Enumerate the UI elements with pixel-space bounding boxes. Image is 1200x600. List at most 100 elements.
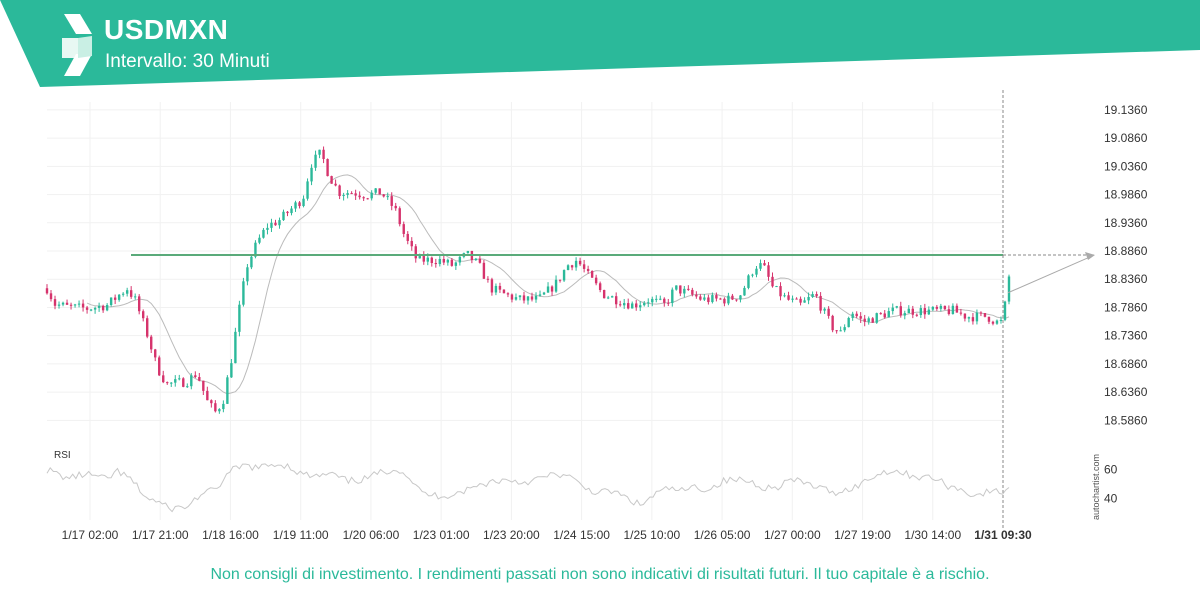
candle-body — [366, 198, 369, 200]
candle-body — [386, 196, 389, 198]
candle-body — [819, 295, 822, 311]
candle-body — [314, 154, 317, 168]
x-tick-label: 1/24 15:00 — [553, 528, 610, 542]
candle-body — [306, 181, 309, 199]
candle-body — [675, 285, 678, 290]
x-tick-label: 1/27 19:00 — [834, 528, 891, 542]
candle-body — [146, 318, 149, 337]
candle-body — [190, 375, 193, 387]
candle-body — [963, 313, 967, 319]
candle-body — [186, 386, 189, 388]
candle-body — [438, 258, 442, 265]
candle-body — [422, 255, 425, 262]
candle-body — [402, 224, 405, 234]
candle-body — [847, 317, 850, 328]
candle-body — [719, 298, 722, 300]
autochartist-logo-icon — [62, 14, 92, 76]
candle-body — [45, 288, 49, 294]
candle-body — [823, 308, 826, 311]
candle-body — [430, 257, 433, 264]
candle-body — [478, 258, 482, 263]
candle-body — [727, 295, 730, 304]
candle-body — [979, 312, 983, 314]
candle-body — [542, 292, 546, 295]
candle-body — [586, 268, 590, 272]
x-tick-label: 1/23 20:00 — [483, 528, 540, 542]
candle-body — [390, 196, 393, 206]
candle-body — [258, 237, 261, 243]
candle-body — [827, 308, 830, 316]
candle-body — [947, 309, 951, 315]
candle-body — [959, 312, 963, 314]
candle-body — [570, 265, 574, 268]
candle-body — [811, 294, 814, 297]
candle-body — [81, 303, 85, 308]
candle-body — [214, 403, 217, 412]
candle-body — [270, 222, 273, 228]
candle-body — [226, 377, 229, 404]
candle-body — [602, 289, 606, 299]
candle-body — [85, 307, 89, 310]
x-tick-label: 1/19 11:00 — [273, 528, 329, 542]
candle-body — [799, 298, 802, 303]
x-tick-label: 1/20 06:00 — [343, 528, 400, 542]
candle-body — [751, 274, 754, 276]
candle-body — [927, 309, 931, 315]
candle-body — [298, 202, 301, 207]
y-axis: 19.1360 19.0860 19.0360 18.9860 18.9360 18.88… — [1104, 103, 1148, 427]
chart-interval: Intervallo: 30 Minuti — [105, 51, 270, 72]
candle-body — [77, 303, 81, 305]
candle-body — [378, 188, 381, 195]
candle-body — [346, 193, 349, 195]
candle-body — [723, 298, 726, 304]
candle-body — [923, 308, 927, 315]
candle-body — [647, 302, 650, 304]
candle-body — [995, 320, 999, 324]
x-tick-label: 1/27 00:00 — [764, 528, 821, 542]
candle-body — [278, 220, 281, 226]
candle-body — [454, 262, 458, 266]
candle-body — [418, 255, 421, 259]
chart-title: USDMXN — [104, 14, 229, 45]
candle-body — [879, 313, 882, 315]
candle-body — [522, 295, 526, 301]
candle-body — [274, 222, 277, 226]
candle-body — [779, 286, 782, 297]
candle-body — [594, 277, 598, 284]
x-tick-label: 1/26 05:00 — [694, 528, 751, 542]
x-tick-label: 1/30 14:00 — [904, 528, 961, 542]
candle-body — [851, 313, 854, 318]
candle-body — [566, 265, 570, 271]
candle-body — [815, 294, 818, 296]
candle-body — [562, 270, 566, 281]
candle-body — [142, 311, 145, 319]
candle-body — [859, 316, 862, 319]
candle-body — [490, 279, 494, 293]
candle-body — [943, 305, 947, 310]
y-tick-label: 18.8360 — [1104, 272, 1148, 286]
candle-body — [410, 240, 413, 247]
moving-average — [86, 174, 1010, 395]
candle-body — [530, 296, 534, 300]
candle-body — [502, 289, 506, 294]
candle-body — [807, 296, 810, 301]
candle-body — [121, 293, 125, 295]
candle-body — [911, 308, 914, 315]
candle-body — [891, 307, 894, 312]
candle-body — [382, 194, 385, 197]
candle-body — [109, 297, 113, 305]
candle-body — [699, 296, 702, 300]
candle-body — [442, 258, 446, 263]
candle-body — [871, 318, 874, 323]
x-tick-label: 1/25 10:00 — [623, 528, 680, 542]
candle-body — [667, 302, 670, 304]
candle-body — [639, 305, 642, 308]
candle-body — [178, 378, 181, 380]
candle-body — [286, 211, 289, 214]
candle-body — [843, 327, 846, 331]
candle-body — [767, 265, 770, 277]
candle-body — [222, 403, 225, 410]
candle-body — [1007, 276, 1011, 302]
header-banner — [0, 0, 1200, 87]
x-axis: 1/17 02:00 1/17 21:00 1/18 16:00 1/19 11:00… — [62, 528, 1032, 542]
